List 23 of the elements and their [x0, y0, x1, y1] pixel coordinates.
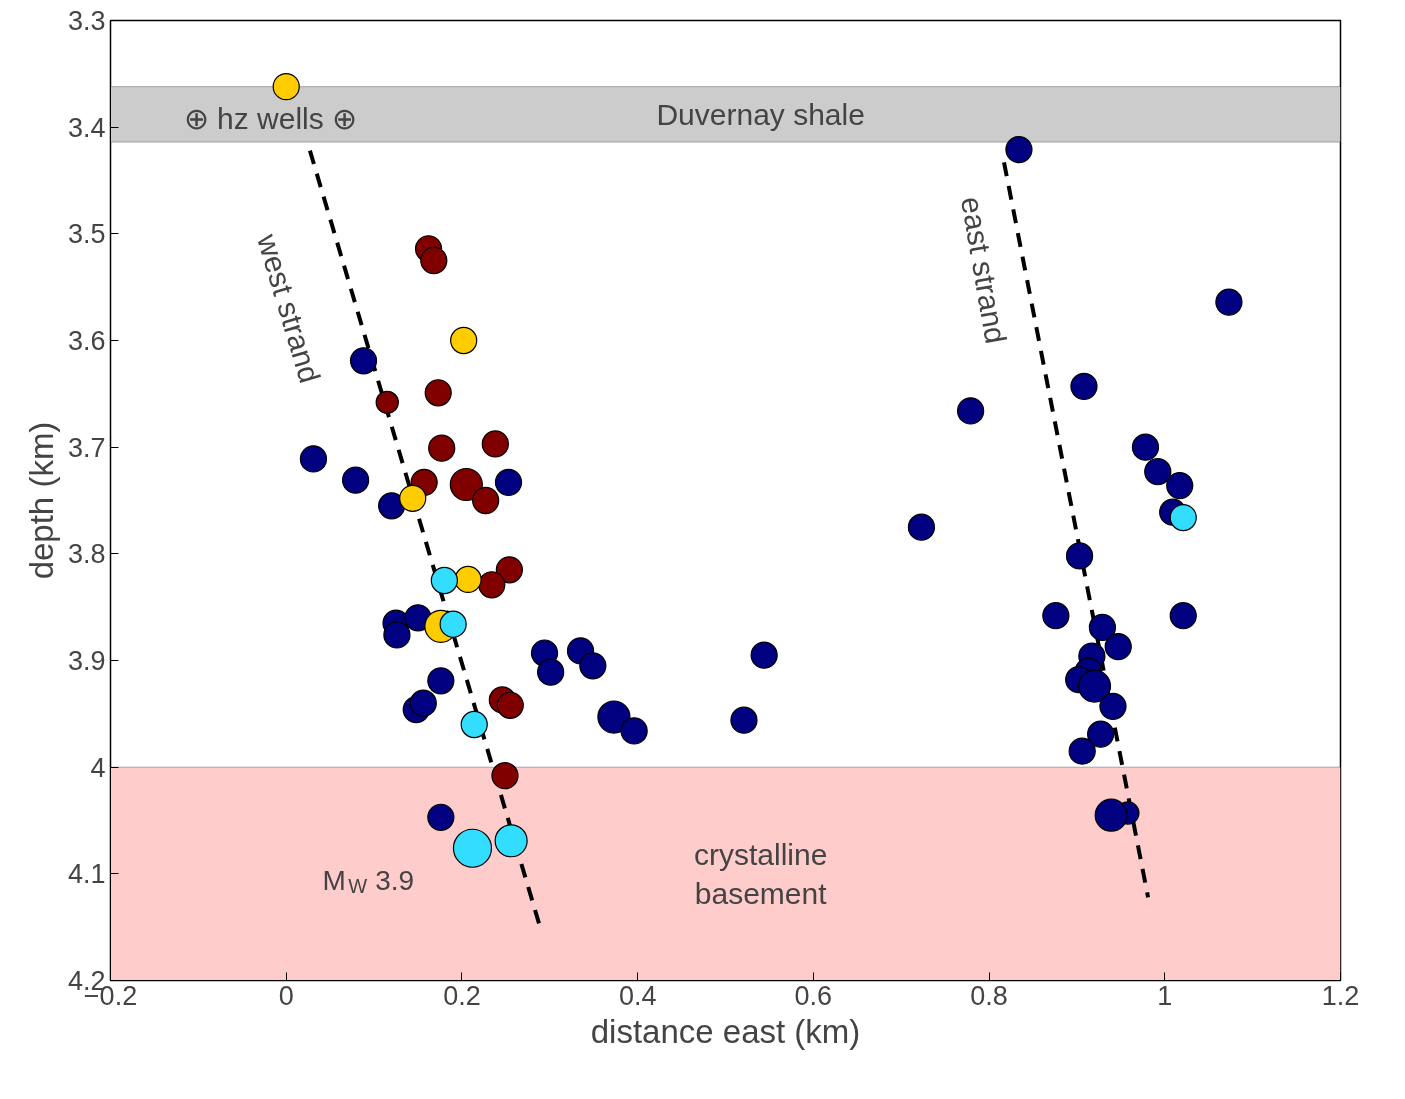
- annotation: ⊕ hz wells ⊕: [183, 101, 358, 135]
- y-tick-label: 4.1: [67, 859, 106, 890]
- band-label: Duvernay shale: [656, 97, 865, 131]
- band-label: crystalline basement: [693, 837, 828, 911]
- y-axis-title: depth (km): [22, 421, 60, 580]
- x-tick-label: 1: [1157, 980, 1173, 1011]
- x-tick-label: 0.4: [618, 980, 657, 1011]
- annotation: east strand: [954, 194, 1013, 347]
- x-tick-label: 1.2: [1321, 980, 1360, 1011]
- annotation: west strand: [250, 229, 327, 387]
- y-tick-label: 3.9: [67, 646, 106, 676]
- x-tick-label: 0.2: [443, 980, 481, 1011]
- x-tick-label: 0.8: [970, 980, 1008, 1011]
- y-tick-label: 3.4: [67, 112, 106, 143]
- x-tick-label: 0: [278, 980, 294, 1011]
- y-tick-label: 3.6: [67, 326, 106, 356]
- y-tick-label: 3.8: [67, 539, 106, 570]
- x-tick-label: 0.6: [794, 980, 833, 1011]
- y-tick-label: 3.5: [67, 219, 106, 250]
- y-tick-label: 3.3: [67, 6, 106, 36]
- y-tick-label: 4: [90, 752, 106, 783]
- y-tick-label: 3.7: [67, 432, 106, 463]
- x-axis-title: distance east (km): [590, 1012, 861, 1050]
